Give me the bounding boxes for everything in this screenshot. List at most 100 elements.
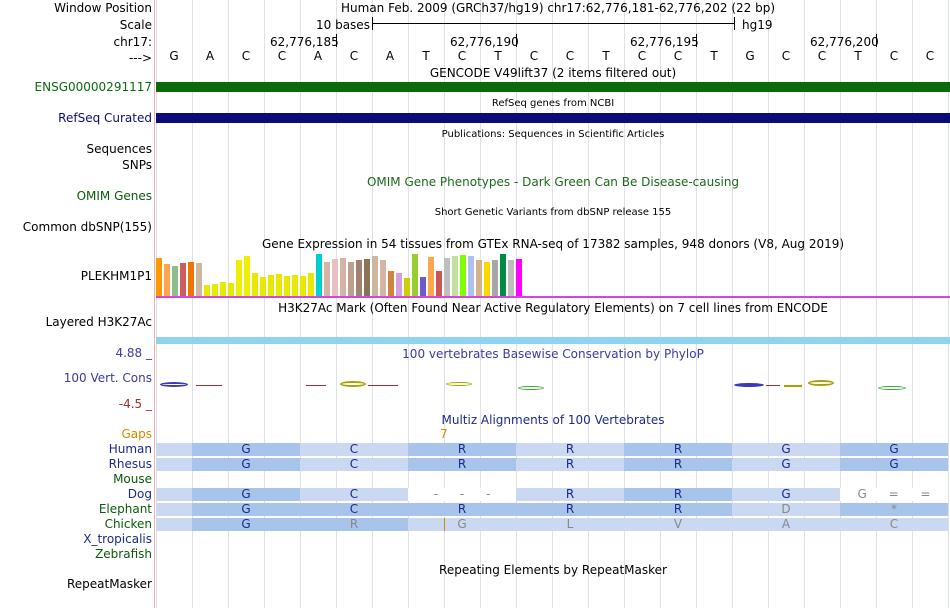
gtex-tissue-bar[interactable]: [396, 273, 402, 296]
gtex-tissue-bar[interactable]: [348, 262, 354, 296]
gtex-tissue-bar[interactable]: [188, 262, 194, 296]
multiz-block: [408, 503, 516, 516]
gtex-tissue-bar[interactable]: [244, 256, 250, 296]
multiz-block: [624, 518, 732, 531]
gtex-tissue-bar[interactable]: [500, 254, 506, 296]
gtex-tissue-bar[interactable]: [508, 260, 514, 296]
gtex-tissue-bar[interactable]: [364, 259, 370, 296]
insertion-marker: [444, 518, 445, 531]
species-label-chicken: Chicken: [104, 517, 152, 531]
multiz-row-dog[interactable]: G C - - - R R G G = =: [156, 487, 950, 501]
base-letter: T: [854, 49, 862, 63]
multiz-block: [516, 443, 624, 456]
gtex-tissue-bar[interactable]: [228, 283, 234, 296]
db-label: hg19: [742, 18, 773, 32]
base-letter: C: [457, 49, 467, 63]
gtex-tissue-bar[interactable]: [484, 262, 490, 296]
gtex-tissue-bar[interactable]: [476, 260, 482, 296]
base-letter: G: [169, 49, 179, 63]
gtex-tissue-bar[interactable]: [204, 285, 210, 296]
sequences-track-label[interactable]: Sequences: [86, 142, 152, 156]
gtex-tissue-bar[interactable]: [516, 259, 522, 296]
multiz-track-title: Multiz Alignments of 100 Vertebrates: [441, 413, 665, 427]
omim-track-label[interactable]: OMIM Genes: [76, 189, 152, 203]
multiz-block: [732, 443, 840, 456]
base-letter: A: [385, 49, 395, 63]
gtex-tissue-bar[interactable]: [220, 282, 226, 296]
gtex-tissue-bar[interactable]: [252, 273, 258, 296]
gtex-tissue-bar[interactable]: [276, 274, 282, 296]
h3k27ac-track-label[interactable]: Layered H3K27Ac: [45, 315, 152, 329]
multiz-letter: C: [349, 457, 359, 471]
base-letter: C: [673, 49, 683, 63]
gtex-tissue-bar[interactable]: [340, 258, 346, 296]
gtex-tissue-bar[interactable]: [260, 277, 266, 296]
gtex-tissue-bar[interactable]: [324, 262, 330, 296]
gtex-tissue-bar[interactable]: [292, 275, 298, 296]
gtex-tissue-bar[interactable]: [404, 278, 410, 296]
cons-max-label: 4.88 _: [115, 346, 152, 360]
gencode-track-label[interactable]: ENSG00000291117: [34, 80, 152, 94]
multiz-block: [408, 443, 516, 456]
gtex-bar-graph[interactable]: [156, 254, 556, 296]
gtex-tissue-bar[interactable]: [460, 255, 466, 296]
cons-track-label[interactable]: 100 Vert. Cons: [63, 371, 152, 385]
gtex-tissue-bar[interactable]: [284, 276, 290, 296]
gtex-tissue-bar[interactable]: [356, 260, 362, 296]
multiz-block: [732, 458, 840, 471]
gtex-tissue-bar[interactable]: [452, 256, 458, 296]
gtex-tissue-bar[interactable]: [468, 256, 474, 296]
gtex-tissue-bar[interactable]: [156, 258, 162, 296]
dbsnp-track-title: Short Genetic Variants from dbSNP releas…: [434, 207, 672, 218]
repeatmasker-track-label[interactable]: RepeatMasker: [66, 577, 152, 591]
gtex-tissue-bar[interactable]: [300, 276, 306, 296]
gtex-tissue-bar[interactable]: [164, 264, 170, 296]
gtex-tissue-bar[interactable]: [172, 266, 178, 296]
multiz-letter: G: [241, 457, 251, 471]
gtex-tissue-bar[interactable]: [388, 271, 394, 296]
gtex-tissue-bar[interactable]: [268, 275, 274, 296]
base-letter: C: [529, 49, 539, 63]
h3k27ac-signal[interactable]: [156, 337, 950, 344]
multiz-block: [840, 443, 948, 456]
gtex-tissue-bar[interactable]: [380, 260, 386, 296]
gtex-tissue-bar[interactable]: [420, 277, 426, 296]
multiz-letter: R: [565, 442, 575, 456]
multiz-letter: G: [457, 517, 467, 531]
gtex-tissue-bar[interactable]: [196, 263, 202, 296]
gtex-tissue-bar[interactable]: [236, 260, 242, 296]
snps-track-label[interactable]: SNPs: [122, 158, 152, 172]
species-label-zebrafish: Zebrafish: [95, 547, 152, 561]
base-letter: C: [565, 49, 575, 63]
multiz-letter: R: [565, 487, 575, 501]
gtex-tissue-bar[interactable]: [444, 258, 450, 296]
gtex-baseline: [156, 296, 950, 298]
refseq-gene-bar[interactable]: [156, 113, 950, 123]
base-letter: T: [494, 49, 502, 63]
gtex-track-label[interactable]: PLEKHM1P1: [80, 269, 152, 283]
ruler-tick-label: 62,776,190: [450, 35, 519, 49]
cons-glyph-red: [306, 385, 326, 386]
gtex-tissue-bar[interactable]: [332, 259, 338, 296]
ruler-tick-label: 62,776,195: [630, 35, 699, 49]
gtex-tissue-bar[interactable]: [180, 263, 186, 296]
omim-track-title: OMIM Gene Phenotypes - Dark Green Can Be…: [366, 175, 740, 189]
gtex-tissue-bar[interactable]: [492, 260, 498, 296]
gencode-gene-bar[interactable]: [156, 82, 950, 92]
gtex-tissue-bar[interactable]: [308, 273, 314, 296]
gtex-tissue-bar[interactable]: [436, 271, 442, 296]
gtex-tissue-bar[interactable]: [316, 254, 322, 296]
scale-label: Scale: [119, 18, 152, 32]
gtex-tissue-bar[interactable]: [372, 256, 378, 296]
multiz-letter: R: [457, 502, 467, 516]
multiz-row-elephant[interactable]: G C R R R D *: [156, 502, 950, 516]
dbsnp-track-label[interactable]: Common dbSNP(155): [22, 220, 152, 234]
gtex-tissue-bar[interactable]: [212, 284, 218, 296]
gtex-tissue-bar[interactable]: [428, 257, 434, 296]
refseq-track-label[interactable]: RefSeq Curated: [58, 111, 152, 125]
gtex-tissue-bar[interactable]: [412, 254, 418, 296]
base-letter: C: [277, 49, 287, 63]
